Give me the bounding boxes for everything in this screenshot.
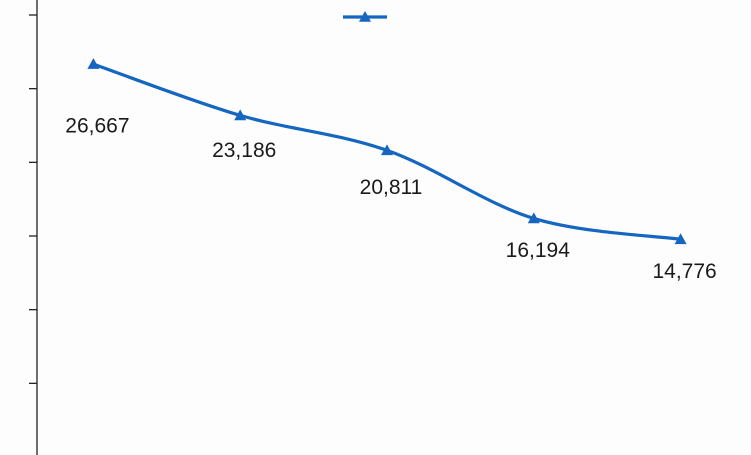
data-label: 20,811	[360, 176, 423, 199]
data-label: 16,194	[506, 239, 571, 262]
marker	[234, 109, 247, 121]
marker	[527, 212, 540, 224]
data-label: 14,776	[652, 260, 716, 283]
data-label: 26,667	[65, 115, 129, 138]
data-label: 23,186	[212, 139, 276, 162]
marker	[674, 233, 687, 245]
legend-marker	[359, 11, 371, 22]
marker	[87, 58, 100, 69]
marker	[381, 144, 393, 156]
